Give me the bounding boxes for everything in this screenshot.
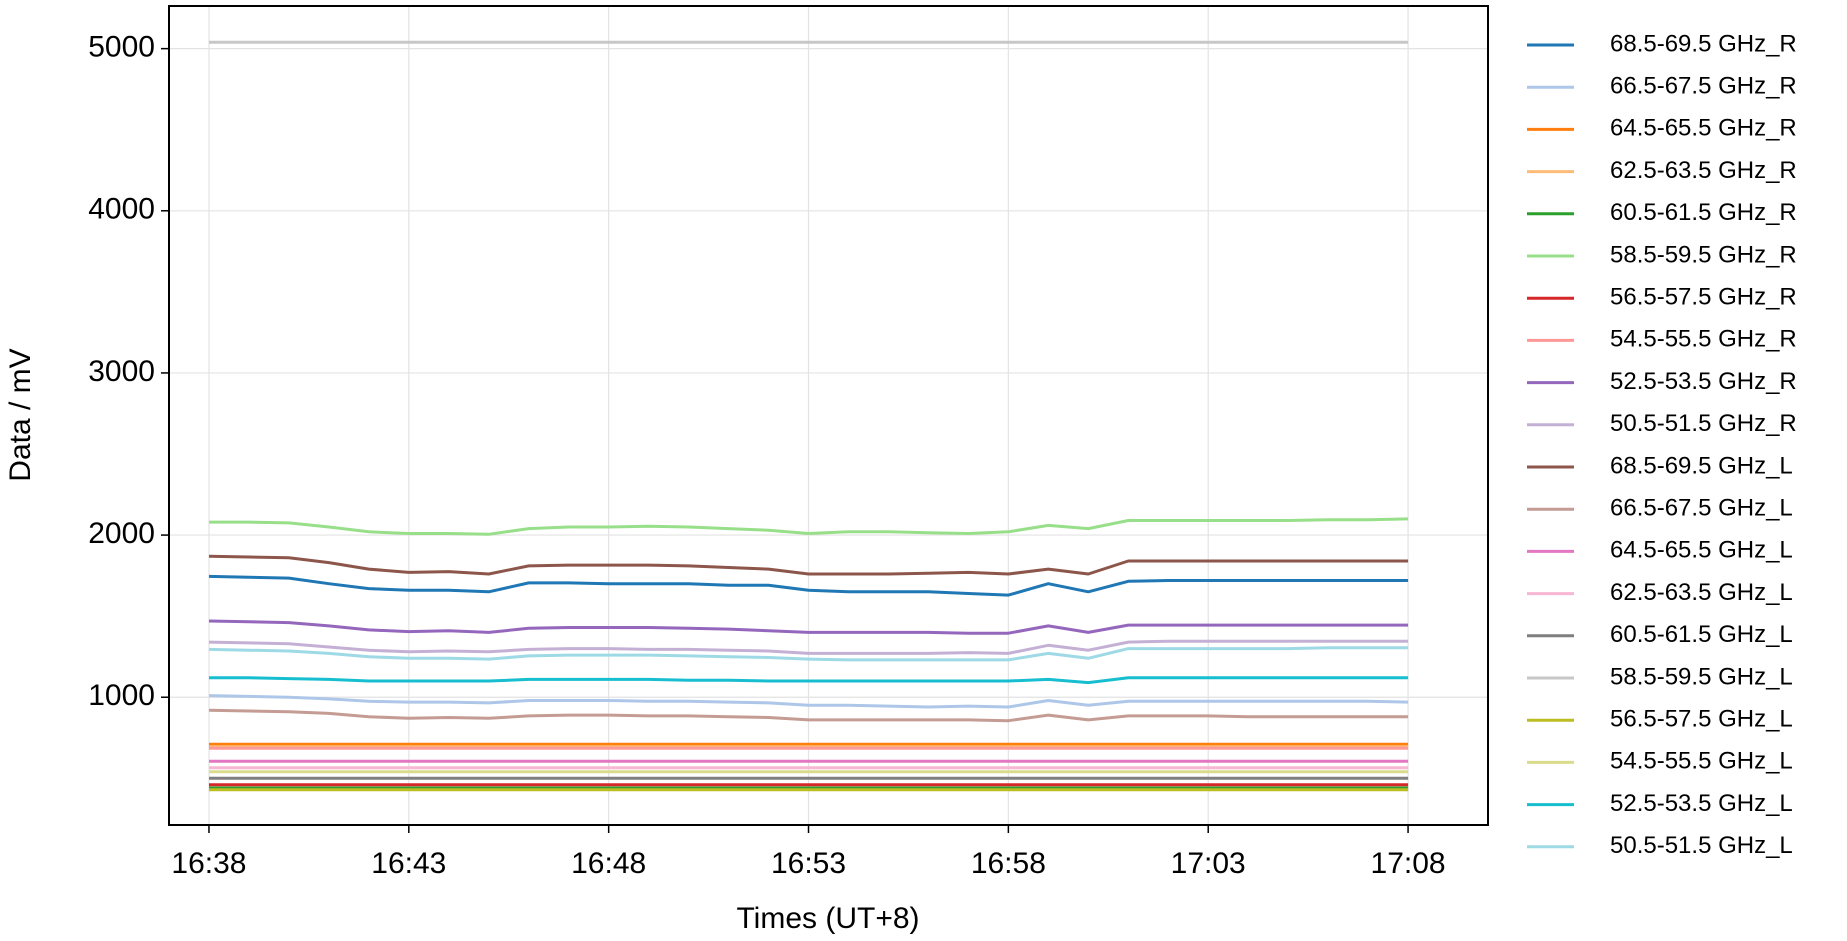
series-line xyxy=(209,517,1409,536)
legend-label: 54.5-55.5 GHz_R xyxy=(1610,326,1797,353)
y-tick-label: 4000 xyxy=(88,193,155,226)
y-tick-label: 2000 xyxy=(88,517,155,550)
legend-label: 64.5-65.5 GHz_R xyxy=(1610,115,1797,142)
legend-label: 58.5-59.5 GHz_L xyxy=(1610,663,1793,690)
y-tick-label: 5000 xyxy=(88,31,155,64)
series-line xyxy=(209,676,1409,685)
legend-label: 56.5-57.5 GHz_R xyxy=(1610,284,1797,311)
x-axis-label: Times (UT+8) xyxy=(736,902,919,935)
legend-label: 62.5-63.5 GHz_R xyxy=(1610,157,1797,184)
series-line xyxy=(208,694,1409,709)
series-line xyxy=(208,554,1409,576)
x-tick-label: 16:38 xyxy=(171,847,246,880)
series-line xyxy=(208,619,1409,635)
legend-label: 52.5-53.5 GHz_L xyxy=(1610,790,1793,817)
x-tick-label: 16:58 xyxy=(971,847,1046,880)
legend-label: 66.5-67.5 GHz_L xyxy=(1610,495,1793,522)
legend-label: 62.5-63.5 GHz_L xyxy=(1610,579,1793,606)
y-axis-label: Data / mV xyxy=(4,348,37,481)
x-tick-label: 17:08 xyxy=(1371,847,1446,880)
legend-label: 64.5-65.5 GHz_L xyxy=(1610,537,1793,564)
series-line xyxy=(208,574,1409,597)
series-line xyxy=(208,708,1409,723)
legend-label: 58.5-59.5 GHz_R xyxy=(1610,241,1797,268)
legend-label: 60.5-61.5 GHz_L xyxy=(1610,621,1793,648)
y-tick-label: 3000 xyxy=(88,355,155,388)
legend-label: 60.5-61.5 GHz_R xyxy=(1610,199,1797,226)
legend-label: 54.5-55.5 GHz_L xyxy=(1610,748,1793,775)
plot-frame xyxy=(168,5,1489,826)
x-tick-label: 17:03 xyxy=(1171,847,1246,880)
legend-label: 56.5-57.5 GHz_L xyxy=(1610,706,1793,733)
legend-label: 66.5-67.5 GHz_R xyxy=(1610,73,1797,100)
legend-label: 68.5-69.5 GHz_L xyxy=(1610,452,1793,479)
x-tick-label: 16:53 xyxy=(771,847,846,880)
series-line xyxy=(208,639,1409,655)
legend-label: 68.5-69.5 GHz_R xyxy=(1610,30,1797,57)
legend-label: 52.5-53.5 GHz_R xyxy=(1610,368,1797,395)
x-tick-label: 16:48 xyxy=(571,847,646,880)
y-tick-label: 1000 xyxy=(88,679,155,712)
legend-label: 50.5-51.5 GHz_R xyxy=(1610,410,1797,437)
series-line xyxy=(208,646,1409,662)
legend-label: 50.5-51.5 GHz_L xyxy=(1610,832,1793,859)
x-tick-label: 16:43 xyxy=(371,847,446,880)
